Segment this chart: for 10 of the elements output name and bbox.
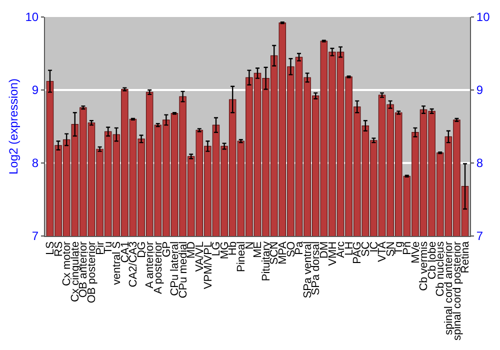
y-tick-label: 10 <box>25 10 39 24</box>
y-tick-label: 9 <box>32 83 39 98</box>
x-tick-label: Tg <box>393 241 406 254</box>
y2-tick-label: 10 <box>476 10 490 24</box>
y2-tick-label: 9 <box>476 83 484 98</box>
y2-tick-label: 7 <box>476 229 484 244</box>
y2-tick-label: 8 <box>476 156 484 170</box>
y-axis-title: Log2 (expression) <box>6 78 21 175</box>
y-tick-label: 8 <box>32 156 39 170</box>
y-tick-label: 7 <box>32 229 39 244</box>
